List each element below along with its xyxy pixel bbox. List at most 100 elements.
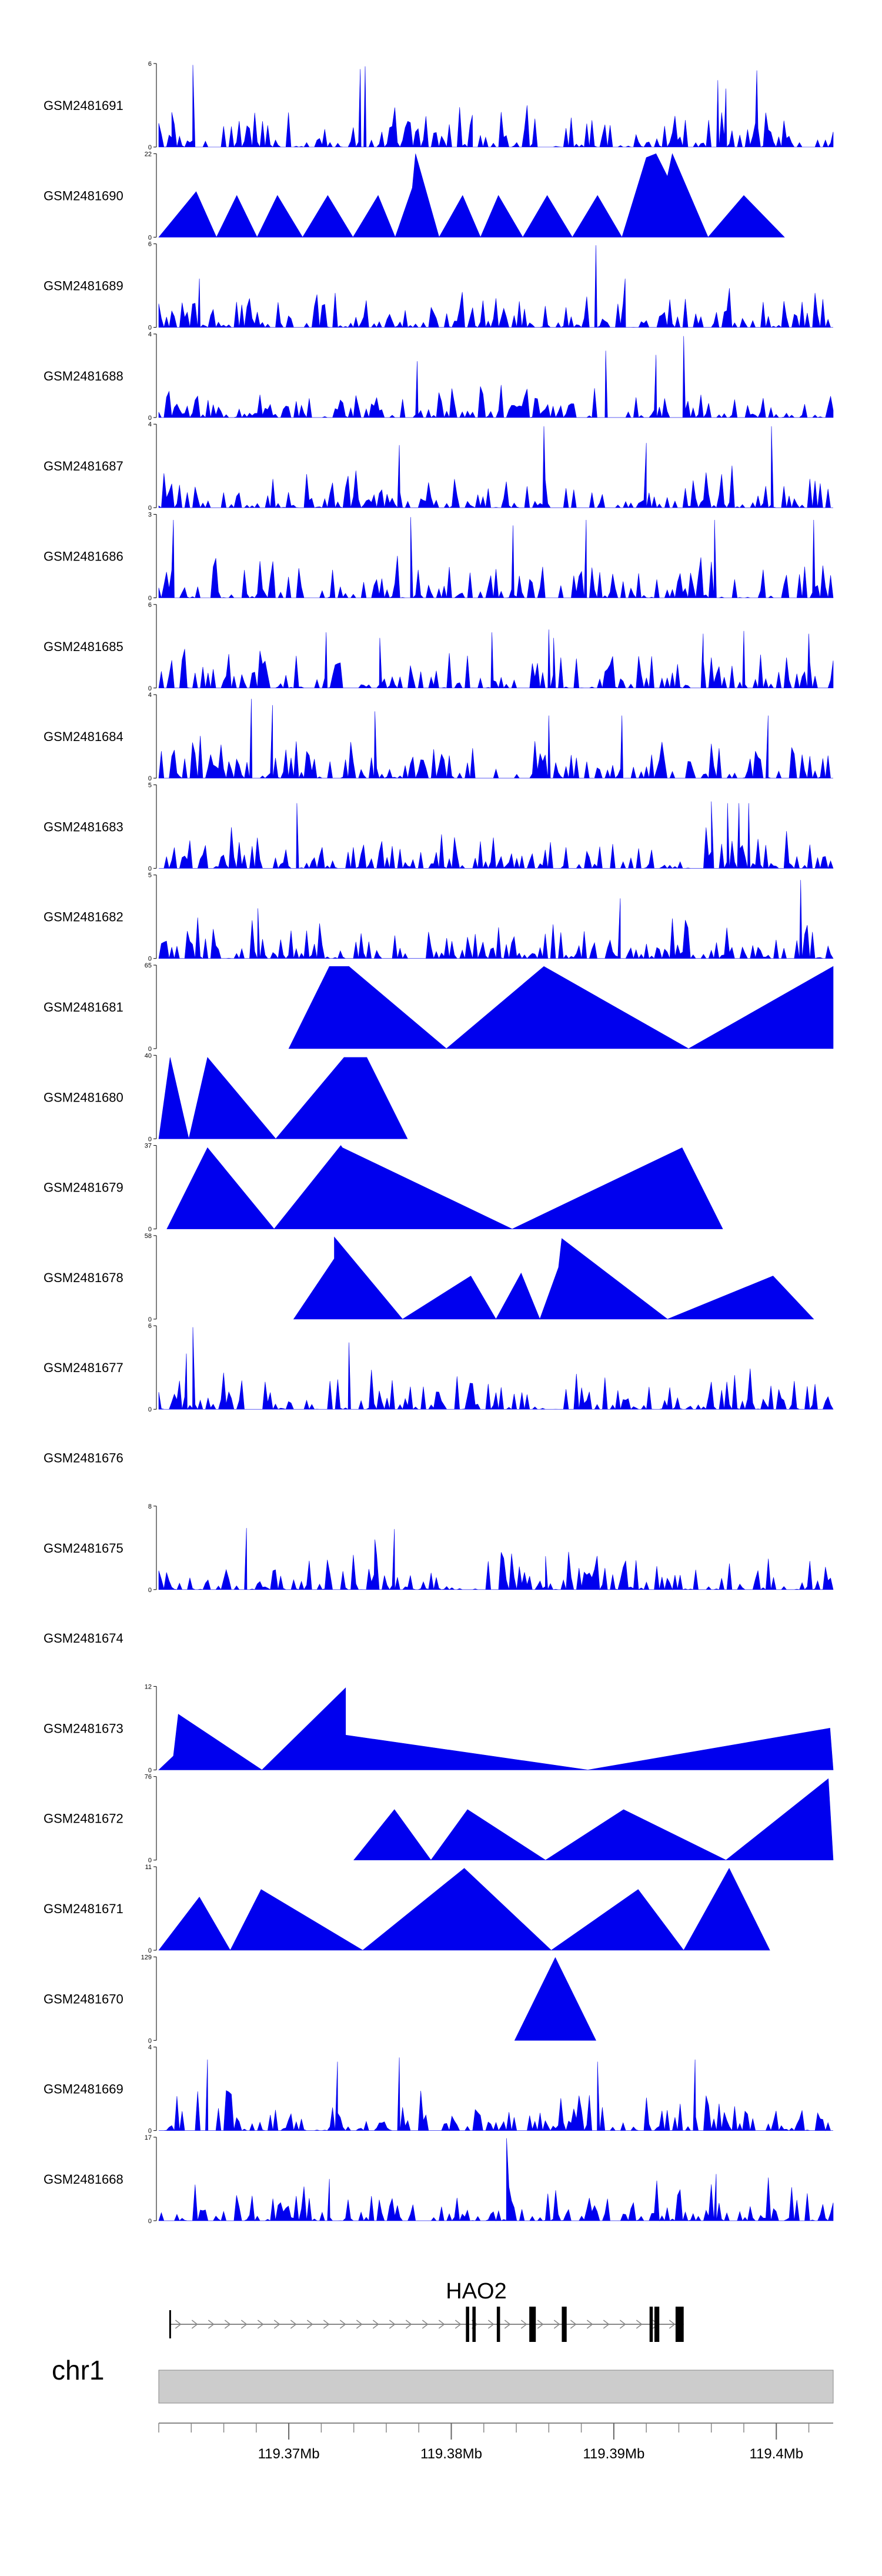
y-tick-label: 0 bbox=[148, 956, 152, 963]
track-gsm2481678: GSM2481678 58 0 bbox=[44, 1233, 814, 1323]
strand-arrow-icon bbox=[669, 2320, 676, 2329]
y-tick-label: 0 bbox=[148, 775, 152, 782]
track-label: GSM2481673 bbox=[44, 1721, 123, 1736]
signal-area bbox=[293, 1236, 814, 1320]
track-label: GSM2481690 bbox=[44, 188, 123, 203]
track-gsm2481680: GSM2481680 40 0 bbox=[44, 1052, 408, 1143]
strand-arrow-icon bbox=[455, 2320, 462, 2329]
y-tick-label: 0 bbox=[148, 2037, 152, 2044]
genome-axis: 119.37Mb 119.38Mb 119.39Mb 119.4Mb bbox=[158, 2422, 833, 2462]
y-tick-label: 0 bbox=[148, 865, 152, 872]
strand-arrow-icon bbox=[537, 2320, 544, 2329]
track-gsm2481679: GSM2481679 37 0 bbox=[44, 1143, 723, 1233]
y-tick-label: 76 bbox=[145, 1774, 152, 1781]
track-gsm2481676: GSM2481676 bbox=[44, 1451, 123, 1466]
track-label: GSM2481684 bbox=[44, 729, 123, 744]
track-label: GSM2481679 bbox=[44, 1180, 123, 1195]
y-tick-label: 5 bbox=[148, 872, 152, 879]
track-gsm2481684: GSM2481684 4 0 bbox=[44, 692, 833, 782]
y-tick-label: 0 bbox=[148, 1587, 152, 1594]
y-tick-label: 0 bbox=[148, 1767, 152, 1774]
strand-arrow-icon bbox=[257, 2320, 264, 2329]
track-label: GSM2481674 bbox=[44, 1631, 123, 1646]
track-gsm2481674: GSM2481674 bbox=[44, 1631, 123, 1646]
track-label: GSM2481675 bbox=[44, 1541, 123, 1556]
signal-area bbox=[158, 2138, 834, 2222]
track-label: GSM2481671 bbox=[44, 1901, 123, 1916]
y-tick-label: 3 bbox=[148, 512, 152, 519]
y-tick-label: 0 bbox=[148, 1046, 152, 1053]
gene-exon bbox=[654, 2307, 660, 2342]
track-gsm2481685: GSM2481685 6 0 bbox=[44, 602, 834, 692]
y-tick-label: 6 bbox=[148, 602, 152, 609]
y-tick-label: 0 bbox=[148, 1316, 152, 1323]
signal-area bbox=[158, 880, 834, 959]
strand-arrow-icon bbox=[240, 2320, 248, 2329]
genome-axis-tick-label: 119.4Mb bbox=[749, 2446, 803, 2462]
strand-arrow-icon bbox=[290, 2320, 297, 2329]
track-label: GSM2481678 bbox=[44, 1270, 123, 1285]
y-tick-label: 0 bbox=[148, 1406, 152, 1413]
track-gsm2481671: GSM2481671 11 0 bbox=[44, 1864, 770, 1954]
strand-arrow-icon bbox=[553, 2320, 560, 2329]
track-label: GSM2481677 bbox=[44, 1360, 123, 1375]
gene-model-track: HAO2 bbox=[169, 2279, 684, 2342]
y-tick-label: 0 bbox=[148, 1226, 152, 1233]
track-gsm2481689: GSM2481689 6 0 bbox=[44, 241, 833, 332]
signal-area bbox=[514, 1957, 596, 2041]
signal-area bbox=[166, 1145, 723, 1230]
gene-exon bbox=[472, 2307, 476, 2342]
y-tick-label: 4 bbox=[148, 331, 152, 338]
y-tick-label: 5 bbox=[148, 782, 152, 789]
track-gsm2481668: GSM2481668 17 0 bbox=[44, 2134, 834, 2225]
y-tick-label: 4 bbox=[148, 692, 152, 699]
track-label: GSM2481668 bbox=[44, 2172, 123, 2187]
signal-area bbox=[288, 966, 834, 1049]
y-tick-label: 0 bbox=[148, 505, 152, 512]
track-label: GSM2481687 bbox=[44, 459, 123, 473]
signal-area bbox=[158, 629, 834, 689]
signal-area bbox=[158, 1528, 834, 1590]
genome-axis-tick-label: 119.37Mb bbox=[258, 2446, 320, 2462]
gene-exon bbox=[675, 2307, 684, 2342]
strand-arrow-icon bbox=[208, 2320, 215, 2329]
strand-arrow-icon bbox=[504, 2320, 511, 2329]
track-label: GSM2481670 bbox=[44, 1991, 123, 2006]
strand-arrow-icon bbox=[175, 2320, 182, 2329]
track-gsm2481687: GSM2481687 4 0 bbox=[44, 421, 833, 512]
gene-exon bbox=[496, 2307, 500, 2342]
signal-area bbox=[158, 517, 834, 599]
track-label: GSM2481686 bbox=[44, 549, 123, 564]
strand-arrow-icon bbox=[487, 2320, 495, 2329]
track-label: GSM2481681 bbox=[44, 1000, 123, 1015]
y-tick-label: 65 bbox=[145, 962, 152, 969]
track-gsm2481669: GSM2481669 4 0 bbox=[44, 2044, 833, 2135]
y-tick-label: 17 bbox=[145, 2134, 152, 2141]
track-gsm2481683: GSM2481683 5 0 bbox=[44, 782, 834, 872]
strand-arrow-icon bbox=[306, 2320, 313, 2329]
strand-arrow-icon bbox=[586, 2320, 593, 2329]
track-gsm2481673: GSM2481673 12 0 bbox=[44, 1683, 834, 1774]
y-tick-label: 129 bbox=[141, 1954, 152, 1961]
signal-area bbox=[158, 65, 834, 148]
strand-arrow-icon bbox=[372, 2320, 379, 2329]
strand-arrow-icon bbox=[356, 2320, 363, 2329]
track-gsm2481690: GSM2481690 22 0 bbox=[44, 151, 785, 241]
y-tick-label: 8 bbox=[148, 1503, 152, 1510]
strand-arrow-icon bbox=[273, 2320, 280, 2329]
signal-area bbox=[158, 245, 833, 328]
chromosome-label: chr1 bbox=[52, 2355, 104, 2385]
gene-start-marker bbox=[169, 2310, 171, 2338]
strand-arrow-icon bbox=[224, 2320, 231, 2329]
y-tick-label: 58 bbox=[145, 1233, 152, 1240]
y-tick-label: 0 bbox=[148, 595, 152, 602]
y-tick-label: 0 bbox=[148, 144, 152, 151]
track-gsm2481677: GSM2481677 6 0 bbox=[44, 1323, 834, 1413]
y-tick-label: 0 bbox=[148, 2128, 152, 2135]
strand-arrow-icon bbox=[405, 2320, 412, 2329]
track-gsm2481691: GSM2481691 6 0 bbox=[44, 61, 834, 151]
strand-arrow-icon bbox=[636, 2320, 643, 2329]
strand-arrow-icon bbox=[619, 2320, 626, 2329]
track-label: GSM2481683 bbox=[44, 819, 123, 834]
